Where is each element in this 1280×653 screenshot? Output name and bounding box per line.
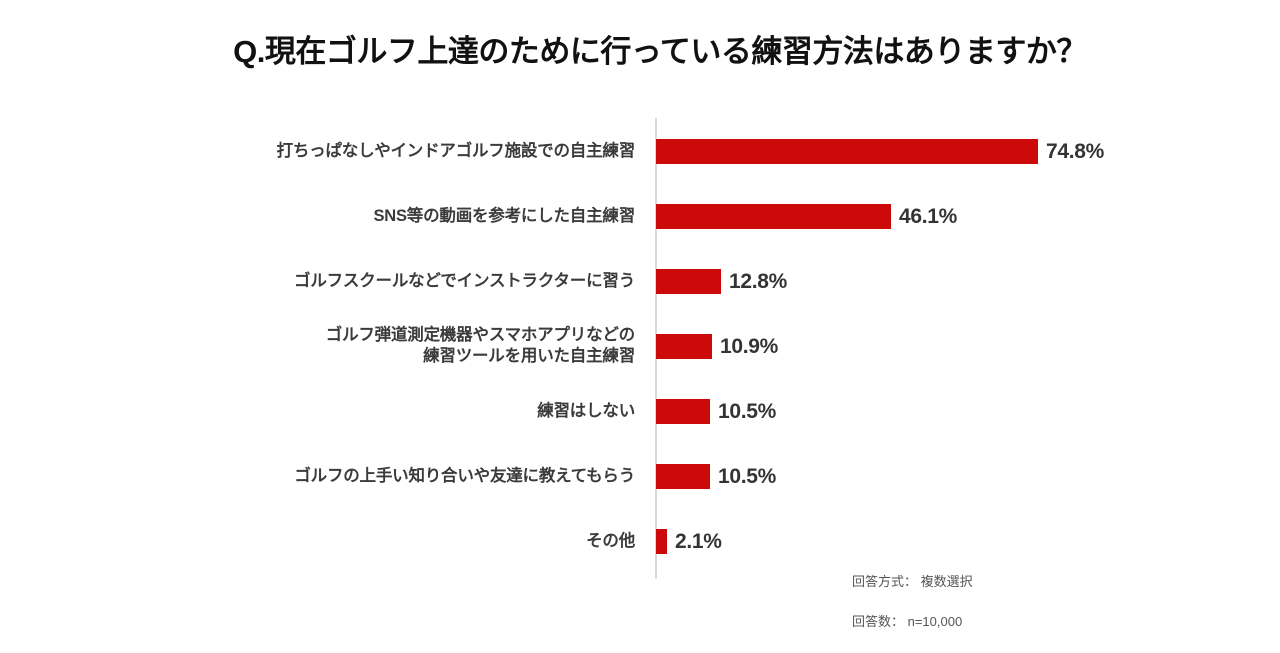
bar-row: 打ちっぱなしやインドアゴルフ施設での自主練習 74.8%	[0, 139, 1280, 164]
bar-category-label: ゴルフ弾道測定機器やスマホアプリなどの 練習ツールを用いた自主練習	[325, 325, 635, 366]
bar-category-label: ゴルフスクールなどでインストラクターに習う	[294, 271, 635, 290]
page-title: Q.現在ゴルフ上達のために行っている練習方法はありますか？	[233, 34, 1087, 69]
bar-fill[interactable]	[656, 399, 710, 424]
bar-row: SNS等の動画を参考にした自主練習 46.1%	[0, 204, 1280, 229]
footnote-count-line: 回答数： n=10,000	[852, 614, 963, 630]
bar-fill[interactable]	[656, 204, 891, 229]
bar-track	[656, 269, 721, 294]
bar-track	[656, 399, 710, 424]
bar-track	[656, 139, 1038, 164]
bar-fill[interactable]	[656, 139, 1038, 164]
bar-value-label: 46.1%	[899, 204, 958, 228]
bar-category-label: ゴルフの上手い知り合いや友達に教えてもらう	[294, 466, 635, 485]
bar-row: 練習はしない 10.5%	[0, 399, 1280, 424]
bar-row: ゴルフの上手い知り合いや友達に教えてもらう 10.5%	[0, 464, 1280, 489]
bar-row: その他 2.1%	[0, 529, 1280, 554]
bar-fill[interactable]	[656, 334, 712, 359]
bar-value-label: 10.5%	[718, 464, 777, 488]
bar-fill[interactable]	[656, 464, 710, 489]
bar-fill[interactable]	[656, 269, 721, 294]
bar-row: ゴルフスクールなどでインストラクターに習う 12.8%	[0, 269, 1280, 294]
bar-category-label: 練習はしない	[537, 401, 635, 420]
bar-category-label: その他	[586, 531, 635, 550]
survey-footnote: 回答方式： 複数選択 回答数： n=10,000	[852, 552, 973, 653]
footnote-method-line: 回答方式： 複数選択	[852, 574, 973, 590]
bar-value-label: 10.9%	[720, 334, 779, 358]
bar-track	[656, 334, 712, 359]
bar-fill[interactable]	[656, 529, 667, 554]
bar-track	[656, 464, 710, 489]
bar-track	[656, 204, 891, 229]
bar-category-label: 打ちっぱなしやインドアゴルフ施設での自主練習	[276, 141, 636, 160]
bar-row: ゴルフ弾道測定機器やスマホアプリなどの 練習ツールを用いた自主練習 10.9%	[0, 326, 1280, 366]
bar-value-label: 10.5%	[718, 399, 777, 423]
bar-value-label: 74.8%	[1046, 139, 1105, 163]
bar-track	[656, 529, 667, 554]
bar-value-label: 2.1%	[675, 529, 722, 553]
bar-category-label: SNS等の動画を参考にした自主練習	[373, 206, 635, 225]
bar-value-label: 12.8%	[729, 269, 788, 293]
